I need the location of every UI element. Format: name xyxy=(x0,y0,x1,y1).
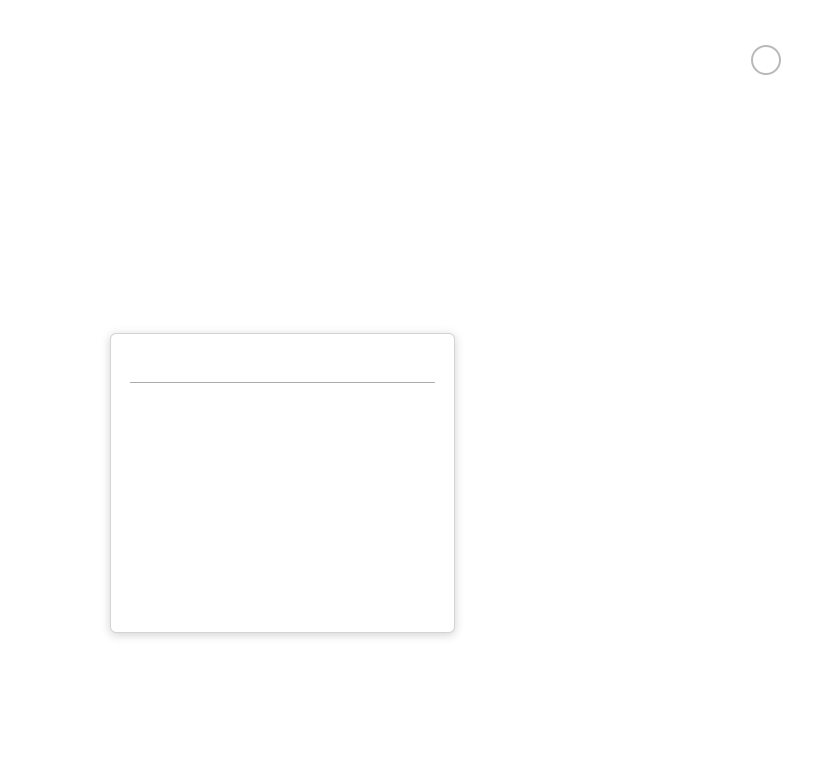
legend-item-loan-balance[interactable] xyxy=(498,657,531,681)
legend-item-selling-costs[interactable] xyxy=(245,657,278,681)
legend-item-cash-in[interactable] xyxy=(62,657,95,681)
loan-balance-swatch-icon xyxy=(498,657,522,681)
net-equity-swatch-icon xyxy=(62,705,86,729)
help-button[interactable] xyxy=(751,45,781,75)
legend-item-net-equity[interactable] xyxy=(62,705,95,729)
tooltip-divider xyxy=(130,382,435,383)
cash-in-swatch-icon xyxy=(62,657,86,681)
selling-costs-swatch-icon xyxy=(245,657,269,681)
chart-tooltip xyxy=(110,333,455,633)
